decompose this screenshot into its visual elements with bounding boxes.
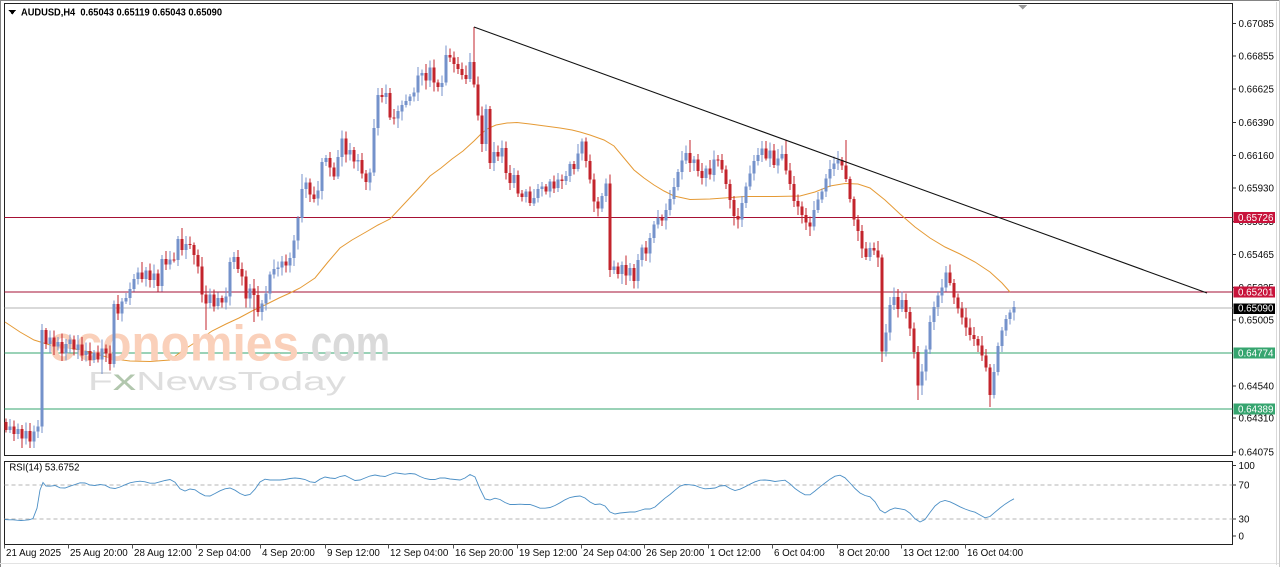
- svg-text:0.66160: 0.66160: [1239, 151, 1275, 162]
- svg-text:RSI(14) 53.6752: RSI(14) 53.6752: [9, 462, 79, 473]
- svg-text:0.64075: 0.64075: [1239, 448, 1275, 459]
- svg-text:0.64774: 0.64774: [1238, 349, 1274, 360]
- svg-text:0.65726: 0.65726: [1238, 213, 1274, 224]
- svg-text:2 Sep 04:00: 2 Sep 04:00: [198, 548, 251, 559]
- svg-text:13 Oct 12:00: 13 Oct 12:00: [903, 548, 960, 559]
- svg-text:70: 70: [1239, 480, 1250, 491]
- svg-text:6 Oct 04:00: 6 Oct 04:00: [774, 548, 825, 559]
- svg-text:0.66625: 0.66625: [1239, 85, 1275, 96]
- svg-text:AUDUSD,H4 0.65043 0.65119 0.6: AUDUSD,H4 0.65043 0.65119 0.65043 0.6509…: [21, 7, 222, 19]
- svg-text:0.65005: 0.65005: [1239, 316, 1275, 327]
- svg-text:0.64540: 0.64540: [1239, 381, 1275, 392]
- svg-text:1 Oct 12:00: 1 Oct 12:00: [710, 548, 761, 559]
- svg-text:28 Aug 12:00: 28 Aug 12:00: [134, 548, 192, 559]
- svg-text:0.66390: 0.66390: [1239, 118, 1275, 129]
- svg-text:16 Oct 04:00: 16 Oct 04:00: [967, 548, 1024, 559]
- svg-text:16 Sep 20:00: 16 Sep 20:00: [455, 548, 514, 559]
- svg-text:.com: .com: [300, 316, 390, 372]
- svg-text:0.64310: 0.64310: [1239, 414, 1275, 425]
- svg-text:30: 30: [1239, 514, 1250, 525]
- svg-text:0.65930: 0.65930: [1239, 184, 1275, 195]
- svg-text:0.67085: 0.67085: [1239, 19, 1275, 30]
- svg-text:25 Aug 20:00: 25 Aug 20:00: [70, 548, 128, 559]
- svg-text:24 Sep 04:00: 24 Sep 04:00: [583, 548, 642, 559]
- svg-text:100: 100: [1239, 461, 1256, 472]
- svg-text:economies: economies: [49, 316, 299, 372]
- svg-text:0: 0: [1239, 532, 1245, 543]
- svg-text:26 Sep 20:00: 26 Sep 20:00: [646, 548, 705, 559]
- svg-text:9 Sep 12:00: 9 Sep 12:00: [327, 548, 380, 559]
- svg-text:0.64389: 0.64389: [1238, 404, 1273, 415]
- svg-text:21 Aug 2025: 21 Aug 2025: [6, 548, 62, 559]
- svg-text:0.66855: 0.66855: [1239, 52, 1275, 63]
- svg-text:19 Sep 12:00: 19 Sep 12:00: [519, 548, 578, 559]
- svg-text:0.65090: 0.65090: [1238, 304, 1274, 315]
- svg-text:4 Sep 20:00: 4 Sep 20:00: [262, 548, 315, 559]
- svg-text:0.65465: 0.65465: [1239, 250, 1275, 261]
- svg-text:12 Sep 04:00: 12 Sep 04:00: [390, 548, 449, 559]
- svg-text:0.65201: 0.65201: [1238, 288, 1273, 299]
- svg-text:8 Oct 20:00: 8 Oct 20:00: [839, 548, 890, 559]
